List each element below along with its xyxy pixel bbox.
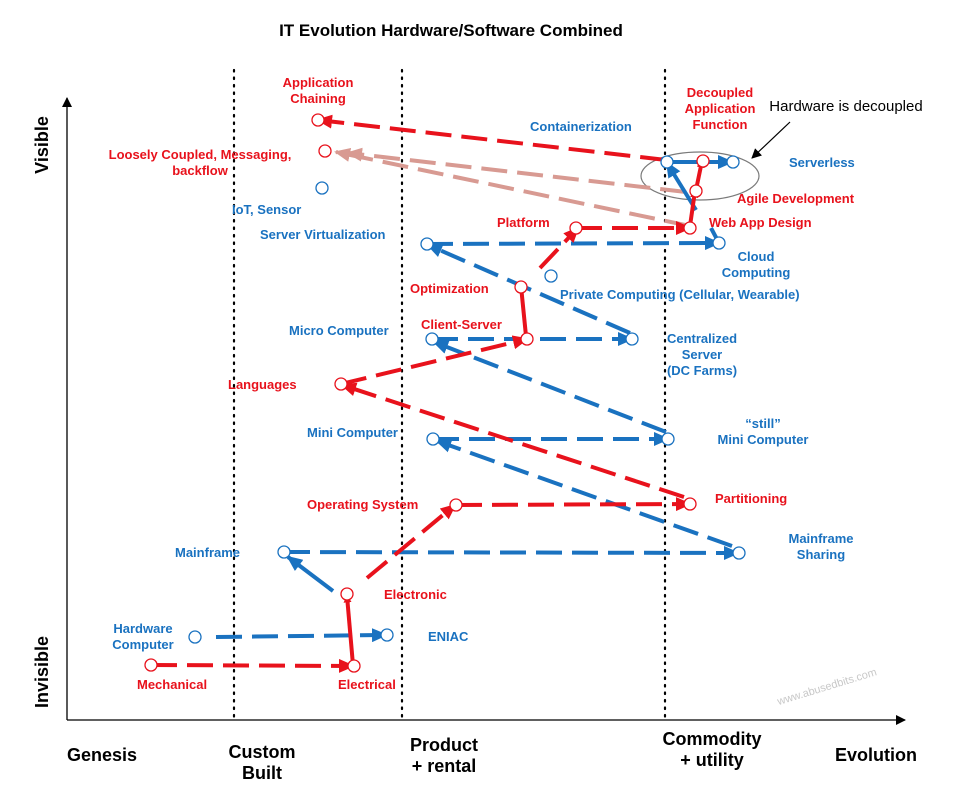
label-server-virtualization: Server Virtualization: [260, 227, 386, 242]
node-serverless: [726, 155, 740, 169]
node-mainframe: [277, 545, 291, 559]
label-micro-computer: Micro Computer: [289, 323, 389, 338]
node-operating-system: [449, 498, 463, 512]
node-cloud-computing: [712, 236, 726, 250]
annotation-pointer: [751, 121, 791, 159]
label-hardware-computer: Hardware Computer: [112, 621, 173, 652]
label-electronic: Electronic: [384, 587, 447, 602]
label-mini-computer: Mini Computer: [307, 425, 398, 440]
node-web-app-design: [683, 221, 697, 235]
node-iot-sensor: [315, 181, 329, 195]
y-axis-bottom-label: Invisible: [32, 636, 52, 708]
label-partitioning: Partitioning: [715, 491, 787, 506]
arrow-eniac-to-mainframe: [286, 555, 335, 593]
arrow-cloud-to-containerization: [665, 161, 698, 212]
stage-commodity-utility: Commodity + utility: [663, 729, 762, 770]
node-eniac: [380, 628, 394, 642]
watermark: www.abusedbits.com: [775, 666, 878, 708]
label-mainframe: Mainframe: [175, 545, 240, 560]
label-centralized-server: Centralized Server (DC Farms): [667, 331, 737, 378]
chart-title: IT Evolution Hardware/Software Combined: [279, 21, 623, 40]
label-serverless: Serverless: [789, 155, 855, 170]
label-operating-system: Operating System: [307, 497, 418, 512]
label-iot-sensor: IoT, Sensor: [232, 202, 301, 217]
label-eniac: ENIAC: [428, 629, 469, 644]
label-agile-development: Agile Development: [737, 191, 855, 206]
hardware-decoupled-ellipse: [640, 151, 760, 201]
stage-product-rental: Product + rental: [410, 735, 478, 776]
node-electrical: [347, 659, 361, 673]
arrow-os-to-partitioning: [455, 497, 692, 512]
node-agile-development: [689, 184, 703, 198]
node-hardware-computer: [188, 630, 202, 644]
arrow-hwcomputer-to-eniac: [215, 628, 388, 643]
label-client-server: Client-Server: [421, 317, 502, 332]
arrow-partitioning-to-languages: [340, 382, 685, 499]
label-mechanical: Mechanical: [137, 677, 207, 692]
arrow-decoupled-to-chaining: [316, 114, 667, 162]
label-still-mini-computer: “still” Mini Computer: [718, 416, 809, 447]
node-platform: [569, 221, 583, 235]
arrow-optimization-to-platform: [538, 226, 580, 270]
x-axis-label: Evolution: [835, 745, 917, 765]
node-electronic: [340, 587, 354, 601]
stage-custom-built: Custom Built: [229, 742, 296, 783]
label-optimization: Optimization: [410, 281, 489, 296]
node-mainframe-sharing: [732, 546, 746, 560]
label-application-chaining: Application Chaining: [283, 75, 354, 106]
node-optimization: [514, 280, 528, 294]
node-centralized-server: [625, 332, 639, 346]
arrow-web-to-loosely: [334, 148, 691, 228]
arrow-sharing-to-minicomputer: [435, 439, 733, 548]
y-axis-top-label: Visible: [32, 116, 52, 174]
label-private-computing: Private Computing (Cellular, Wearable): [560, 287, 800, 302]
node-containerization: [660, 155, 674, 169]
label-platform: Platform: [497, 215, 550, 230]
hardware-decoupled-annotation: Hardware is decoupled: [769, 98, 922, 115]
node-languages: [334, 377, 348, 391]
arrow-mainframe-to-sharing: [283, 545, 740, 560]
arrow-languages-to-clientserver: [340, 335, 529, 386]
label-mainframe-sharing: Mainframe Sharing: [788, 531, 853, 562]
arrow-clientserver-to-optimization: [517, 284, 528, 337]
node-loosely-coupled: [318, 144, 332, 158]
node-server-virtualization: [420, 237, 434, 251]
node-partitioning: [683, 497, 697, 511]
node-micro-computer: [425, 332, 439, 346]
arrow-electrical-to-electronic: [343, 594, 355, 666]
arrow-centralized-to-servervirt: [426, 243, 631, 335]
node-private-computing: [544, 269, 558, 283]
node-mechanical: [144, 658, 158, 672]
arrow-agile-to-loosely: [346, 147, 687, 194]
label-loosely-coupled: Loosely Coupled, Messaging, backflow: [109, 147, 292, 178]
arrow-mechanical-to-electrical: [150, 658, 355, 673]
node-client-server: [520, 332, 534, 346]
arrow-electronic-to-os: [365, 503, 457, 580]
node-still-mini-computer: [661, 432, 675, 446]
label-decoupled-function: Decoupled Application Function: [685, 85, 756, 132]
label-cloud-computing: Cloud Computing: [722, 249, 791, 280]
arrow-still-to-microcomputer: [432, 340, 667, 434]
node-application-chaining: [311, 113, 325, 127]
arrow-servervirt-to-cloud: [426, 236, 721, 251]
stage-genesis: Genesis: [67, 745, 137, 765]
label-web-app-design: Web App Design: [709, 215, 812, 230]
node-mini-computer: [426, 432, 440, 446]
label-electrical: Electrical: [338, 677, 396, 692]
label-languages: Languages: [228, 377, 297, 392]
node-decoupled-function: [696, 154, 710, 168]
label-containerization: Containerization: [530, 119, 632, 134]
